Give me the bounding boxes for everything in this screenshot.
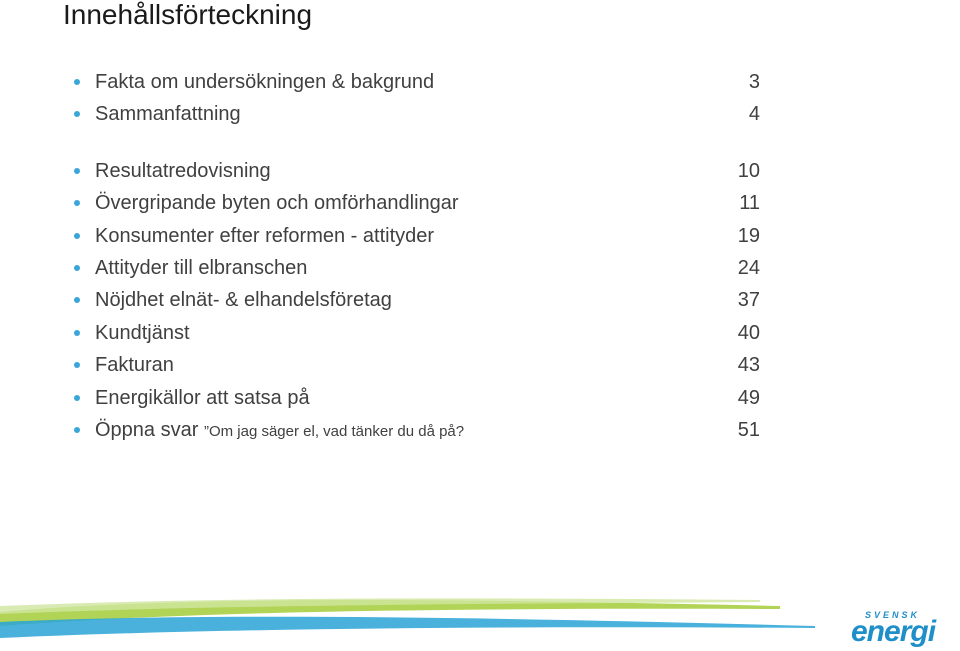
bullet-icon xyxy=(74,167,80,174)
toc-item-page: 43 xyxy=(737,354,760,377)
toc-item-page: 49 xyxy=(737,386,760,409)
toc-item[interactable]: Energikällor att satsa på 49 xyxy=(70,382,770,414)
toc-item-label: Energikällor att satsa på xyxy=(95,386,310,409)
swoosh-blue-band xyxy=(0,616,815,638)
svensk-energi-logo: SVENSK energi xyxy=(845,606,957,650)
toc-item-label: Konsumenter efter reformen - attityder xyxy=(95,224,435,247)
toc-item[interactable]: Nöjdhet elnät- & elhandelsföretag 37 xyxy=(70,284,770,316)
toc-item[interactable]: Attityder till elbranschen 24 xyxy=(70,252,770,284)
bullet-icon xyxy=(74,264,80,271)
toc-item[interactable]: Fakta om undersökningen & bakgrund 3 xyxy=(70,66,770,98)
toc-item[interactable]: Konsumenter efter reformen - attityder 1… xyxy=(70,220,770,252)
toc-item[interactable]: Resultatredovisning 10 xyxy=(70,155,770,187)
bullet-icon xyxy=(74,232,80,239)
toc-item-label: Nöjdhet elnät- & elhandelsföretag xyxy=(95,289,392,312)
toc-item-label: Fakturan xyxy=(95,354,174,377)
bullet-icon xyxy=(74,111,80,118)
toc-item[interactable]: Fakturan 43 xyxy=(70,349,770,381)
toc-item-label: Attityder till elbranschen xyxy=(95,256,308,279)
page-title: Innehållsförteckning xyxy=(63,0,313,30)
toc-item-page: 40 xyxy=(737,321,760,344)
toc-item-page: 4 xyxy=(748,103,760,126)
toc-item-label: Fakta om undersökningen & bakgrund xyxy=(95,71,435,93)
bullet-icon xyxy=(74,297,80,304)
toc-item-sublabel: ”Om jag säger el, vad tänker du då på? xyxy=(203,422,465,440)
logo-top-text: SVENSK xyxy=(865,610,921,620)
toc-group-intro: Fakta om undersökningen & bakgrund 3 Sam… xyxy=(70,66,770,131)
bullet-icon xyxy=(74,79,80,85)
toc-item-page: 19 xyxy=(737,224,760,247)
toc-item[interactable]: Övergripande byten och omförhandlingar 1… xyxy=(70,187,770,219)
toc-item-main-label: Öppna svar xyxy=(95,418,199,441)
toc-group-results: Resultatredovisning 10 Övergripande byte… xyxy=(70,155,770,447)
table-of-contents: Fakta om undersökningen & bakgrund 3 Sam… xyxy=(70,66,770,446)
toc-item[interactable]: Sammanfattning 4 xyxy=(70,98,770,130)
toc-item-label: Resultatredovisning xyxy=(95,159,271,182)
toc-item[interactable]: Öppna svar ”Om jag säger el, vad tänker … xyxy=(70,414,770,446)
toc-item-label: Sammanfattning xyxy=(95,103,241,126)
bullet-icon xyxy=(74,394,80,401)
toc-item[interactable]: Kundtjänst 40 xyxy=(70,317,770,349)
toc-item-label: Öppna svar ”Om jag säger el, vad tänker … xyxy=(95,414,464,448)
toc-item-page: 24 xyxy=(737,256,760,279)
toc-item-page: 3 xyxy=(748,71,760,93)
footer-swoosh xyxy=(0,598,815,638)
toc-item-page: 51 xyxy=(737,418,760,441)
toc-item-page: 10 xyxy=(737,159,760,182)
bullet-icon xyxy=(74,329,80,336)
toc-item-label: Kundtjänst xyxy=(95,321,190,344)
swoosh-light-band xyxy=(0,598,760,614)
logo-main-text: energi xyxy=(851,615,936,648)
bullet-icon xyxy=(74,426,80,433)
toc-item-label: Övergripande byten och omförhandlingar xyxy=(95,192,459,215)
toc-item-page: 11 xyxy=(739,192,760,215)
bullet-icon xyxy=(74,362,80,369)
toc-item-page: 37 xyxy=(737,289,760,312)
bullet-icon xyxy=(74,200,80,207)
